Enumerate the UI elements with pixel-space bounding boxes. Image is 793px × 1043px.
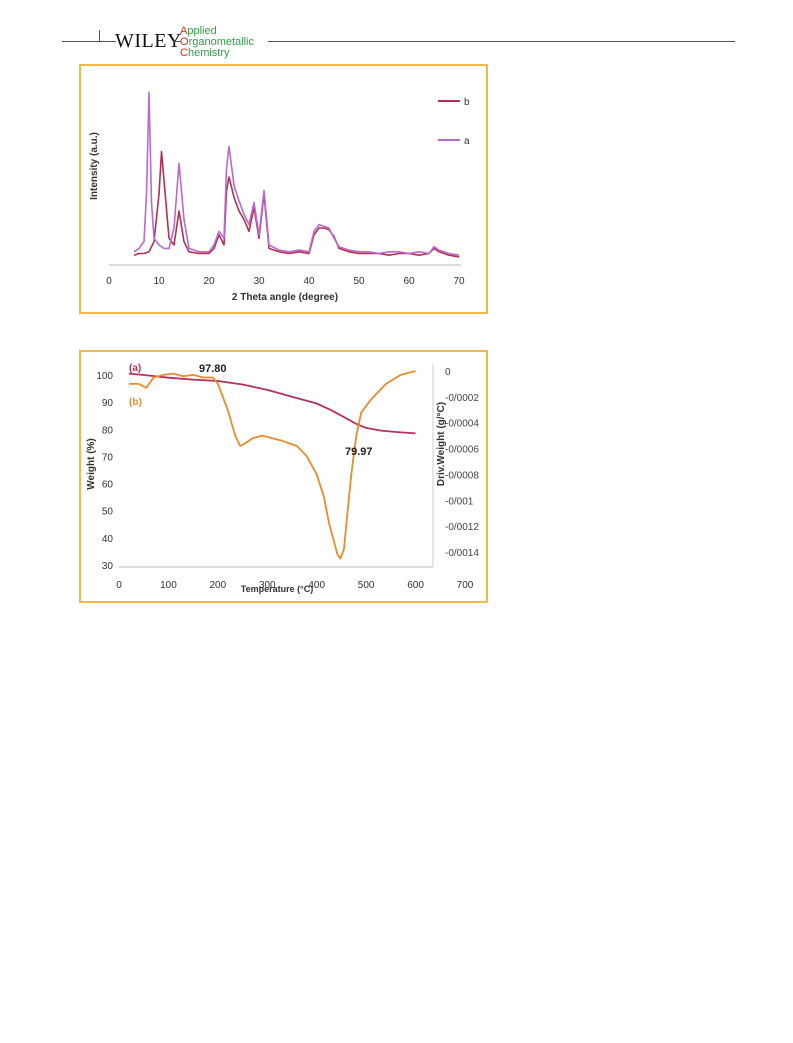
xrd-x-tick-label: 20 — [203, 276, 215, 287]
journal-line-2: Organometallic — [180, 36, 254, 48]
xrd-x-axis-title: 2 Theta angle (degree) — [232, 292, 338, 303]
tga-y-tick-label: 100 — [96, 371, 113, 382]
tga-y2-tick-label: -0/001 — [445, 496, 474, 507]
tga-series-label-b: (b) — [129, 397, 142, 408]
tga-y2-tick-label: -0/0002 — [445, 393, 479, 404]
tga-x-tick-label: 700 — [457, 580, 474, 591]
publisher-name: WILEY — [115, 30, 182, 52]
tga-weight-curve — [128, 372, 416, 435]
tga-y2-tick-label: -0/0008 — [445, 470, 479, 481]
header-tick — [99, 30, 100, 42]
tga-x-tick-label: 400 — [308, 580, 325, 591]
xrd-x-tick-label: 50 — [353, 276, 365, 287]
header-rule-right — [268, 41, 735, 42]
tga-y2-tick-label: -0/0012 — [445, 522, 479, 533]
journal-title: Applied Organometallic Chemistry — [180, 26, 254, 59]
xrd-chart: 0 10 20 30 40 50 60 70 2 Theta angle (degree) I… — [89, 91, 470, 303]
tga-x-tick-label: 200 — [210, 580, 227, 591]
xrd-y-axis-title: Intensity (a.u.) — [89, 132, 100, 200]
xrd-x-tick-label: 10 — [153, 276, 165, 287]
xrd-x-tick-label: 60 — [403, 276, 415, 287]
tga-derivative-curve — [128, 370, 416, 560]
tga-x-tick-label: 600 — [407, 580, 424, 591]
tga-figure-panel: 0 100 200 300 400 500 600 700 30 40 50 60 70 80 90 100… — [79, 350, 488, 603]
tga-x-axis-title: Temperature (°C) — [241, 584, 313, 594]
tga-y-tick-label: 40 — [102, 534, 114, 545]
tga-y2-tick-label: -0/0006 — [445, 445, 479, 456]
journal-line-1: Applied — [180, 25, 217, 37]
xrd-x-tick-label: 70 — [453, 276, 465, 287]
tga-y2-tick-label: -0/0004 — [445, 419, 479, 430]
tga-x-tick-label: 300 — [259, 580, 276, 591]
xrd-figure-panel: 0 10 20 30 40 50 60 70 2 Theta angle (degree) I… — [79, 64, 488, 314]
header-rule-mid — [173, 41, 181, 42]
journal-line-3: Chemistry — [180, 47, 230, 59]
tga-annotation-79-97: 79.97 — [345, 446, 373, 458]
tga-x-tick-label: 100 — [160, 580, 177, 591]
xrd-x-tick-label: 30 — [253, 276, 265, 287]
tga-chart: 0 100 200 300 400 500 600 700 30 40 50 60 70 80 90 100… — [86, 363, 479, 594]
tga-y-axis-title: Weight (%) — [86, 438, 97, 489]
tga-x-tick-label: 500 — [358, 580, 375, 591]
tga-y2-tick-label: 0 — [445, 367, 451, 378]
tga-y-tick-label: 60 — [102, 480, 114, 491]
xrd-legend-label-a: a — [464, 136, 470, 147]
tga-y-tick-label: 50 — [102, 507, 114, 518]
tga-x-tick-label: 0 — [116, 580, 122, 591]
tga-y-tick-label: 90 — [102, 398, 114, 409]
tga-y-tick-label: 30 — [102, 561, 114, 572]
header-rule-left — [62, 41, 116, 42]
tga-y-tick-label: 80 — [102, 425, 114, 436]
tga-y-tick-label: 70 — [102, 452, 114, 463]
xrd-x-tick-label: 0 — [106, 276, 112, 287]
xrd-series-line-a — [133, 91, 460, 256]
tga-y2-axis-title: Driv.Weight (g/°C) — [436, 402, 447, 486]
tga-annotation-97-80: 97.80 — [199, 363, 227, 375]
xrd-x-tick-label: 40 — [303, 276, 315, 287]
xrd-legend-label-b: b — [464, 97, 470, 108]
tga-series-label-a: (a) — [129, 363, 141, 374]
tga-y2-tick-label: -0/0014 — [445, 548, 479, 559]
